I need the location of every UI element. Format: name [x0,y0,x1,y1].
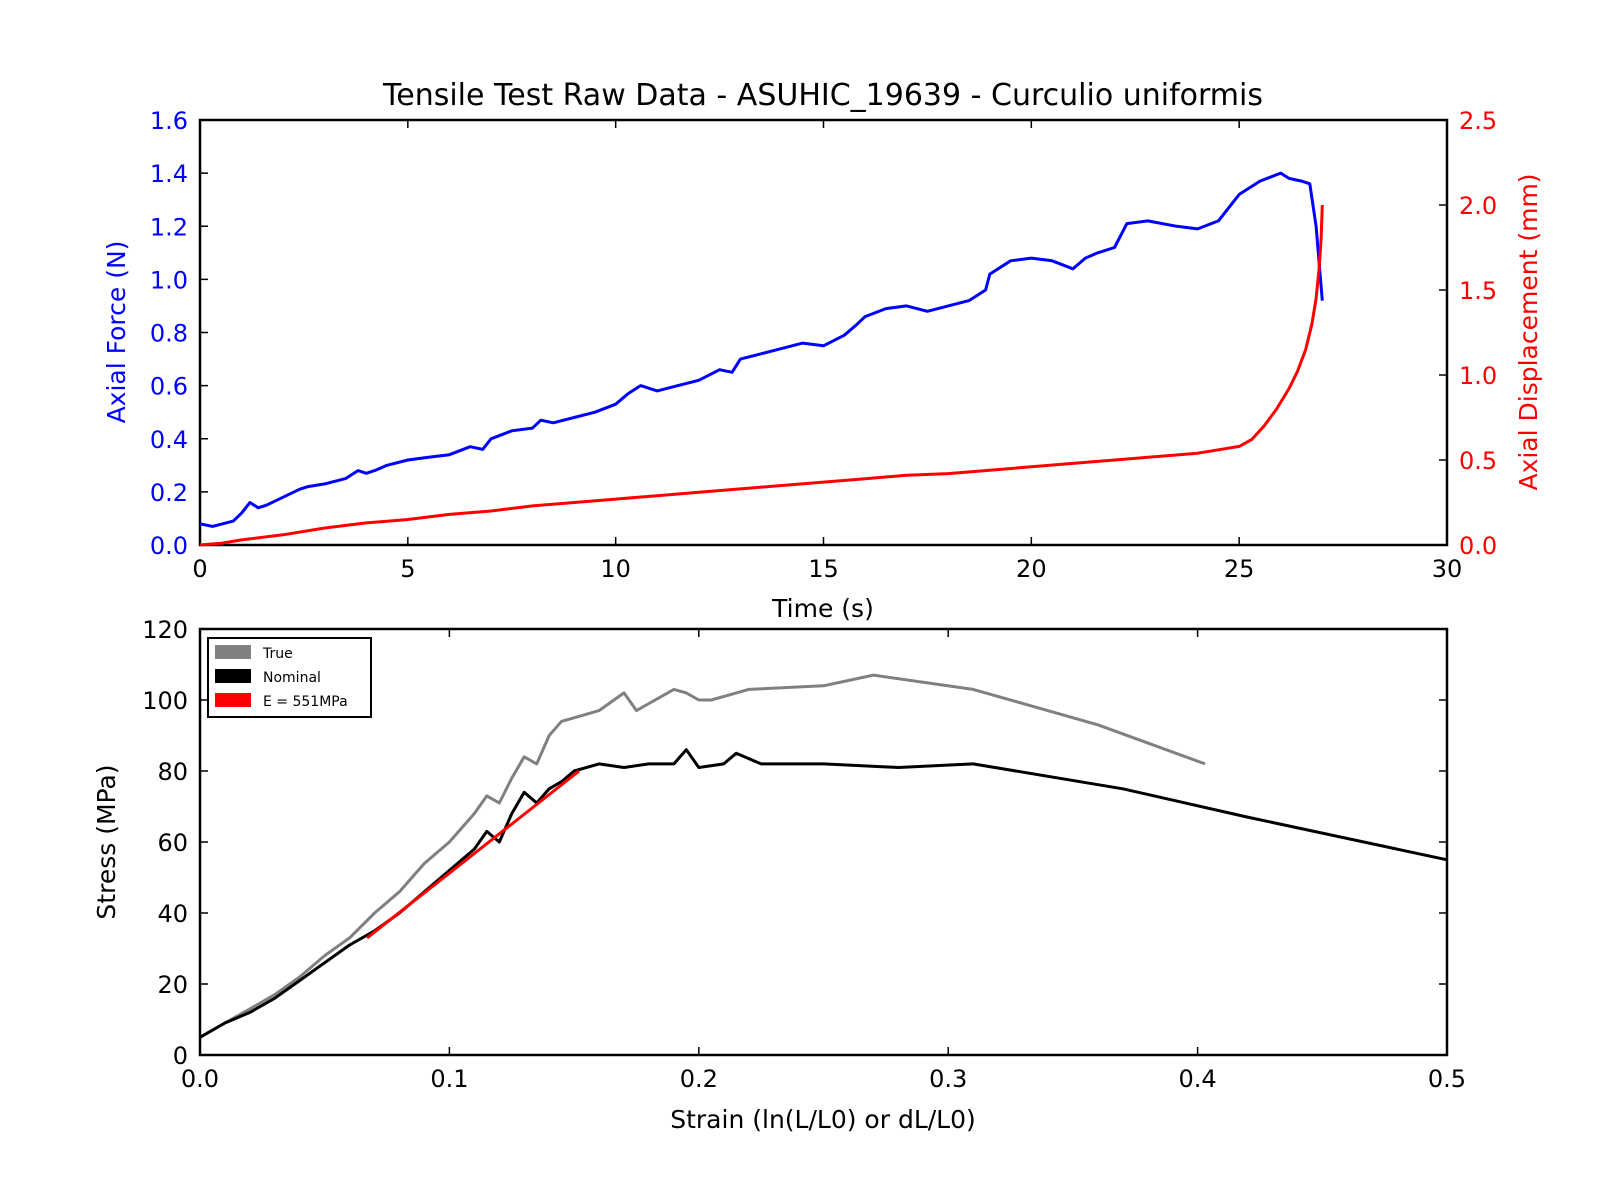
axial-force-line [199,171,1324,528]
bottom-x-tick-label: 0.5 [1428,1065,1466,1093]
top-left-y-tick-label: 1.0 [150,266,188,294]
bottom-x-tick-label: 0.1 [430,1065,468,1093]
legend-swatch-true [215,645,251,659]
top-plot-ticks: 0 5 10 15 20 25 300.00.20.40.60.81.01.21.41.60… [150,107,1497,583]
legend: True Nominal E = 551MPa [207,637,372,718]
bottom-y-tick-label: 60 [157,829,188,857]
top-x-axis-label: Time (s) [771,594,874,623]
legend-swatch-nominal [215,669,251,683]
top-x-tick-label: 15 [808,555,839,583]
top-left-y-tick-label: 0.6 [150,373,188,401]
top-x-tick-label: 10 [600,555,631,583]
top-x-tick-label: 30 [1432,555,1463,583]
top-right-y-tick-label: 0.0 [1459,532,1497,560]
bottom-plot-ticks: 0.0 0.1 0.2 0.3 0.4 0.5 0 20 40 60 80 100 120 [142,616,1466,1093]
top-left-y-tick-label: 0.0 [150,532,188,560]
nominal-stress-line [199,748,1448,1039]
bottom-y-tick-label: 80 [157,758,188,786]
top-left-y-tick-label: 1.2 [150,213,188,241]
legend-label-modulus: E = 551MPa [263,694,348,710]
bottom-y-tick-label: 100 [142,687,188,715]
axial-displacement-line [199,204,1324,547]
top-left-y-tick-label: 0.8 [150,320,188,348]
bottom-y-tick-label: 20 [157,971,188,999]
bottom-x-tick-label: 0.0 [181,1065,219,1093]
legend-label-nominal: Nominal [263,670,321,686]
top-right-y-tick-label: 2.5 [1459,107,1497,135]
legend-label-true: True [262,646,293,662]
modulus-fit-line [366,769,581,940]
top-right-y-tick-label: 1.0 [1459,362,1497,390]
figure-title: Tensile Test Raw Data - ASUHIC_19639 - C… [382,78,1263,113]
true-stress-line [199,673,1206,1039]
bottom-y-tick-label: 40 [157,900,188,928]
top-x-tick-label: 0 [192,555,207,583]
bottom-y-axis-label: Stress (MPa) [92,764,121,919]
bottom-x-tick-label: 0.2 [680,1065,718,1093]
legend-swatch-modulus [215,693,251,707]
bottom-y-tick-label: 0 [173,1042,188,1070]
top-left-y-tick-label: 1.4 [150,160,188,188]
top-right-y-tick-label: 0.5 [1459,447,1497,475]
top-left-y-tick-label: 0.4 [150,426,188,454]
top-right-y-tick-label: 2.0 [1459,192,1497,220]
top-left-y-tick-label: 1.6 [150,107,188,135]
top-x-tick-label: 5 [400,555,415,583]
top-x-tick-label: 20 [1016,555,1047,583]
top-left-y-tick-label: 0.2 [150,479,188,507]
top-right-y-tick-label: 1.5 [1459,277,1497,305]
bottom-plot-frame [198,627,1449,1057]
top-plot-lines [199,171,1324,547]
top-x-tick-label: 25 [1224,555,1255,583]
top-left-y-axis-label: Axial Force (N) [102,241,131,424]
bottom-y-tick-label: 120 [142,616,188,644]
top-right-y-axis-label: Axial Displacement (mm) [1514,173,1543,490]
bottom-x-axis-label: Strain (ln(L/L0) or dL/L0) [670,1105,976,1134]
bottom-plot-lines [199,673,1448,1039]
bottom-x-tick-label: 0.4 [1179,1065,1217,1093]
bottom-x-tick-label: 0.3 [929,1065,967,1093]
